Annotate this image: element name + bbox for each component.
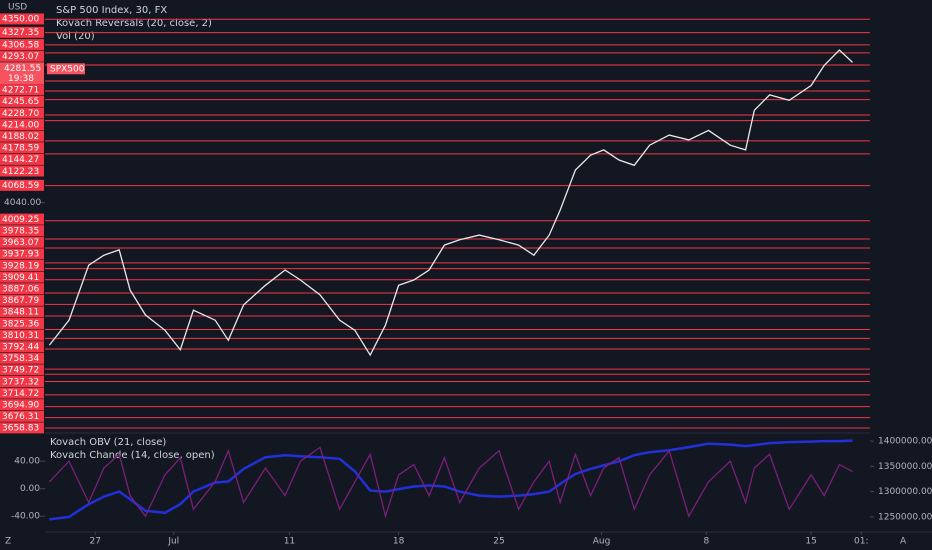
level-label-box — [0, 306, 44, 318]
level-label-box — [0, 271, 44, 283]
level-label-box — [0, 283, 44, 295]
level-label-box — [0, 153, 44, 165]
level-label-box — [0, 236, 44, 248]
indicator-label: Vol (20) — [56, 31, 95, 42]
level-label-box — [0, 130, 44, 142]
level-label-box — [0, 165, 44, 177]
level-label-box — [0, 399, 44, 411]
series-line — [48, 446, 853, 519]
y-tick-label: 4040.00 — [4, 198, 41, 208]
level-label: 4188.02 — [2, 132, 39, 142]
last-price-time: 19:38 — [8, 74, 34, 84]
level-label-box — [0, 179, 44, 191]
y-tick-label: 0.00 — [20, 484, 40, 494]
level-label: 3792.44 — [2, 343, 39, 353]
level-label-box — [0, 352, 44, 364]
level-label: 3749.72 — [2, 366, 39, 376]
level-label: 4350.00 — [2, 15, 39, 25]
y-tick-label: -40.00 — [11, 512, 40, 522]
x-tick-label: 25 — [493, 537, 504, 547]
level-label: 4122.23 — [2, 167, 39, 177]
level-label: 4009.25 — [2, 215, 39, 225]
level-label-box — [0, 26, 44, 38]
level-label: 4293.07 — [2, 52, 39, 62]
y2-tick-label: 1250000.00 — [878, 512, 932, 522]
x-tick-label: Aug — [593, 537, 611, 547]
level-label: 3676.31 — [2, 412, 39, 422]
x-tick-label: 01: — [854, 537, 868, 547]
level-label: 3937.93 — [2, 250, 39, 260]
corner-button[interactable]: A — [900, 537, 907, 547]
level-label: 3825.36 — [2, 319, 39, 329]
level-label-box — [0, 364, 44, 376]
level-label: 3658.83 — [2, 424, 39, 434]
level-label: 3963.07 — [2, 238, 39, 248]
level-label: 4272.71 — [2, 86, 39, 96]
level-label: 4068.59 — [2, 181, 39, 191]
level-label: 4214.00 — [2, 120, 39, 130]
level-label: 4228.70 — [2, 109, 39, 119]
level-label-box — [0, 119, 44, 131]
x-tick-label: 11 — [284, 537, 295, 547]
x-tick-label: 18 — [393, 537, 405, 547]
level-label-box — [0, 39, 44, 51]
currency: USD — [8, 3, 27, 13]
pane-legend: Kovach Chande (14, close, open) — [50, 450, 215, 461]
level-label: 3887.06 — [2, 285, 39, 295]
level-label: 3694.90 — [2, 401, 39, 411]
y2-tick-label: 1300000.00 — [878, 487, 932, 497]
level-label-box — [0, 95, 44, 107]
y2-tick-label: 1400000.00 — [878, 437, 932, 447]
level-label: 3928.19 — [2, 261, 39, 271]
y-tick-label: 40.00 — [14, 457, 40, 467]
chart-title: S&P 500 Index, 30, FX — [56, 5, 167, 16]
x-tick-label: Jul — [167, 537, 179, 547]
level-label-box — [0, 248, 44, 260]
level-label: 3909.41 — [2, 273, 39, 283]
level-label-box — [0, 387, 44, 399]
level-label-box — [0, 294, 44, 306]
level-label: 3737.32 — [2, 377, 39, 387]
level-label: 4245.65 — [2, 97, 39, 107]
level-label-box — [0, 410, 44, 422]
level-label: 3810.31 — [2, 331, 39, 341]
level-label-box — [0, 13, 44, 25]
x-tick-label: 27 — [89, 537, 100, 547]
corner-button[interactable]: Z — [5, 537, 11, 547]
y2-tick-label: 1350000.00 — [878, 462, 932, 472]
level-label: 3714.72 — [2, 389, 39, 399]
pane-legend: Kovach OBV (21, close) — [50, 437, 166, 448]
level-label: 4178.59 — [2, 144, 39, 154]
level-label-box — [0, 225, 44, 237]
level-label: 3848.11 — [2, 308, 39, 318]
level-label: 3978.35 — [2, 227, 39, 237]
level-label-box — [0, 318, 44, 329]
last-price-label: 4281.55 — [4, 64, 41, 74]
level-label-box — [0, 422, 44, 434]
level-label: 4327.35 — [2, 28, 39, 38]
level-label: 4306.58 — [2, 40, 39, 50]
symbol-box — [47, 63, 85, 75]
x-tick-label: 8 — [703, 537, 709, 547]
indicator-label: Kovach Reversals (20, close, 2) — [56, 18, 212, 29]
series-line — [48, 49, 853, 357]
level-label: 3758.34 — [2, 354, 39, 364]
level-label-box — [0, 213, 44, 225]
level-label: 4144.27 — [2, 155, 39, 165]
level-label-box — [0, 376, 44, 387]
symbol-label: SPX500 — [50, 64, 85, 74]
level-label: 3867.79 — [2, 296, 39, 306]
level-label-box — [0, 260, 44, 271]
level-label-box — [0, 142, 44, 154]
series-line — [49, 439, 853, 521]
x-tick-label: 15 — [805, 537, 816, 547]
last-price-box — [0, 62, 44, 85]
level-label-box — [0, 107, 44, 119]
level-label-box — [0, 329, 44, 341]
level-label-box — [0, 84, 44, 96]
level-label-box — [0, 50, 44, 62]
level-label-box — [0, 341, 44, 353]
